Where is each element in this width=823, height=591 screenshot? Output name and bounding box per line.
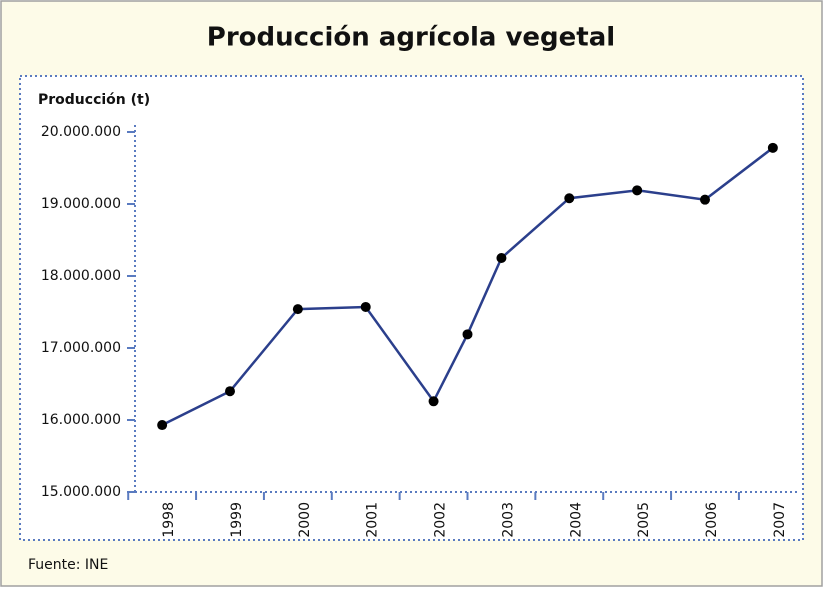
marker <box>360 301 371 312</box>
x-tick-label: 1999 <box>229 502 245 538</box>
x-tick-label: 2007 <box>772 502 788 538</box>
y-tick-label: 17.000.000 <box>41 340 121 356</box>
x-tick-label: 2004 <box>568 502 584 538</box>
marker <box>632 185 643 196</box>
y-tick-label: 20.000.000 <box>41 124 121 140</box>
x-tick-label: 2000 <box>297 502 313 538</box>
marker <box>157 420 168 431</box>
marker <box>564 193 575 204</box>
marker <box>767 142 778 153</box>
y-tick-label: 16.000.000 <box>41 412 121 428</box>
y-tick-label: 18.000.000 <box>41 268 121 284</box>
marker <box>496 253 507 263</box>
plot-frame <box>19 75 804 541</box>
x-tick-label: 2005 <box>636 502 652 538</box>
marker <box>462 329 473 340</box>
chart-title: Producción agrícola vegetal <box>207 23 615 53</box>
x-tick-label: 2002 <box>433 502 449 538</box>
source: Fuente: INE <box>28 557 108 573</box>
x-tick-label: 2003 <box>500 502 516 538</box>
x-tick-label: 1998 <box>161 502 177 538</box>
y-axis-label: Producción (t) <box>38 92 150 108</box>
x-tick-label: 2001 <box>365 502 381 538</box>
y-tick-label: 15.000.000 <box>41 484 121 500</box>
marker <box>428 396 439 407</box>
marker <box>292 304 303 315</box>
y-tick-label: 19.000.000 <box>41 196 121 212</box>
x-tick-label: 2006 <box>704 502 720 538</box>
marker <box>700 194 710 205</box>
marker <box>225 386 235 397</box>
